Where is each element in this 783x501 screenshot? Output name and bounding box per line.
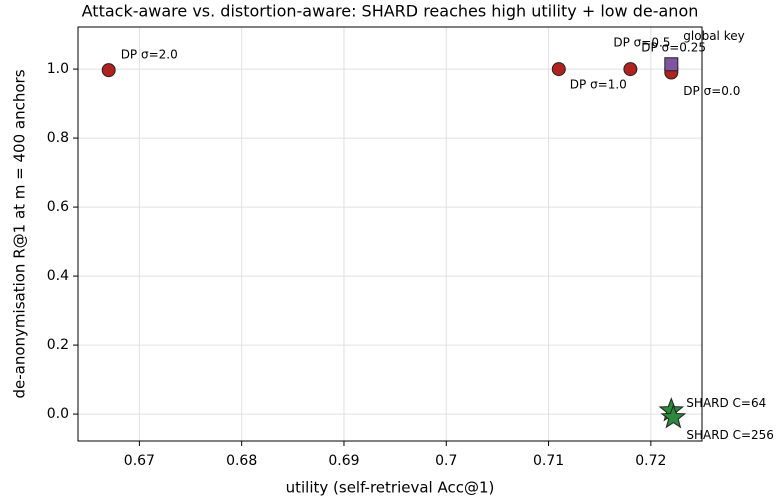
- global-key-point: [664, 57, 679, 72]
- x-tick-label: 0.72: [635, 453, 666, 469]
- x-tick-label: 0.71: [533, 453, 564, 469]
- y-tick-label: 0.0: [47, 406, 69, 422]
- y-tick-label: 0.4: [47, 268, 69, 284]
- x-tick-label: 0.68: [226, 453, 257, 469]
- chart-title: Attack-aware vs. distortion-aware: SHARD…: [82, 2, 699, 21]
- x-axis-label: utility (self-retrieval Acc@1): [286, 479, 495, 497]
- y-axis-label: de-anonymisation R@1 at m = 400 anchors: [11, 69, 29, 398]
- point-label: DP σ=0.0: [683, 84, 740, 98]
- x-tick-label: 0.67: [124, 453, 155, 469]
- y-tick-label: 0.6: [47, 199, 69, 215]
- point-label: DP σ=0.25: [641, 41, 706, 55]
- y-tick-label: 0.8: [47, 130, 69, 146]
- point-label: SHARD C=64: [686, 396, 766, 410]
- y-tick-label: 1.0: [47, 61, 69, 77]
- point-label: DP σ=1.0: [570, 78, 627, 92]
- point-label: SHARD C=256: [686, 428, 774, 442]
- y-tick-label: 0.2: [47, 337, 69, 353]
- x-tick-label: 0.69: [328, 453, 359, 469]
- shard-point: [660, 404, 687, 429]
- dp-point: [101, 63, 116, 78]
- dp-point: [623, 62, 638, 77]
- plot-frame: [77, 26, 703, 442]
- x-tick-label: 0.7: [435, 453, 457, 469]
- point-label: DP σ=0.5: [613, 36, 670, 50]
- point-label: global key: [683, 29, 744, 43]
- dp-point: [551, 62, 566, 77]
- point-label: DP σ=2.0: [121, 48, 178, 62]
